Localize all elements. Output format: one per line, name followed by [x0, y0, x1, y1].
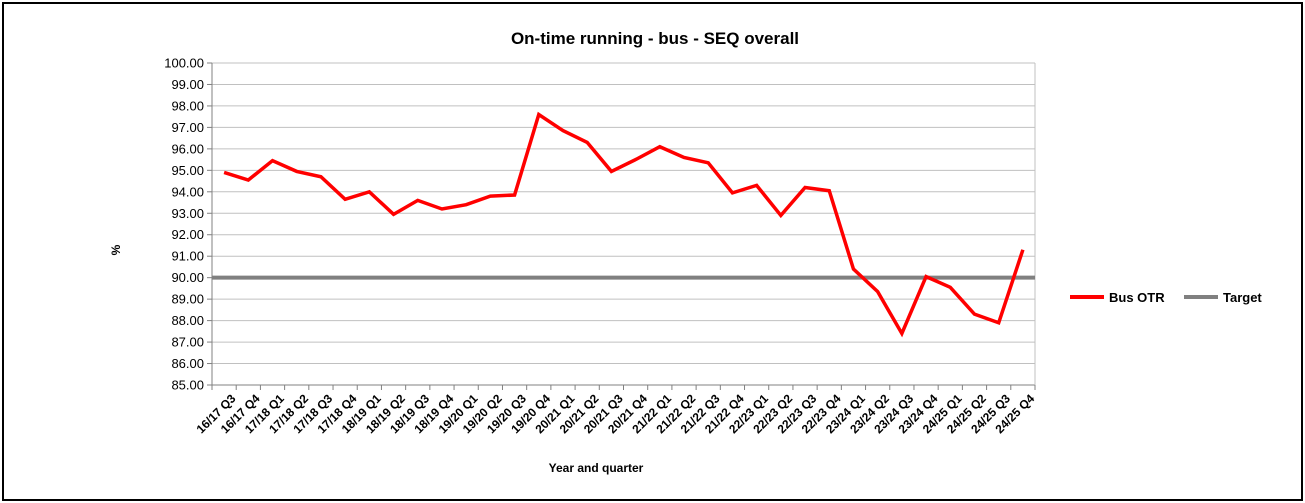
y-tick-label: 91.00: [171, 249, 204, 264]
axis-layer: [207, 62, 1036, 390]
legend: Bus OTR Target: [1070, 290, 1262, 305]
chart-title: On-time running - bus - SEQ overall: [511, 29, 799, 48]
y-tick-label: 98.00: [171, 98, 204, 113]
series-line-bus-otr: [223, 111, 1025, 338]
y-tick-label: 96.00: [171, 141, 204, 156]
y-tick-label: 92.00: [171, 227, 204, 242]
y-tick-label: 86.00: [171, 356, 204, 371]
legend-label: Target: [1223, 290, 1262, 305]
y-tick-label: 100.00: [164, 56, 204, 71]
y-tick-label: 87.00: [171, 335, 204, 350]
y-tick-label: 99.00: [171, 77, 204, 92]
y-tick-label: 93.00: [171, 206, 204, 221]
y-axis-label: %: [109, 244, 123, 255]
y-tick-label: 85.00: [171, 378, 204, 393]
series-layer: [212, 111, 1035, 338]
y-tick-label: 88.00: [171, 313, 204, 328]
y-tick-label: 94.00: [171, 184, 204, 199]
x-axis-label: Year and quarter: [549, 461, 644, 475]
y-tick-label: 90.00: [171, 270, 204, 285]
legend-label: Bus OTR: [1109, 290, 1165, 305]
chart-svg: On-time running - bus - SEQ overall 85.0…: [109, 29, 1262, 475]
y-tick-label: 89.00: [171, 292, 204, 307]
y-tick-label: 95.00: [171, 163, 204, 178]
y-tick-label: 97.00: [171, 120, 204, 135]
grid-layer: [212, 62, 1035, 386]
y-tick-labels: 85.00 86.00 87.00 88.00 89.00 90.00 91.00 92.00…: [164, 56, 204, 393]
